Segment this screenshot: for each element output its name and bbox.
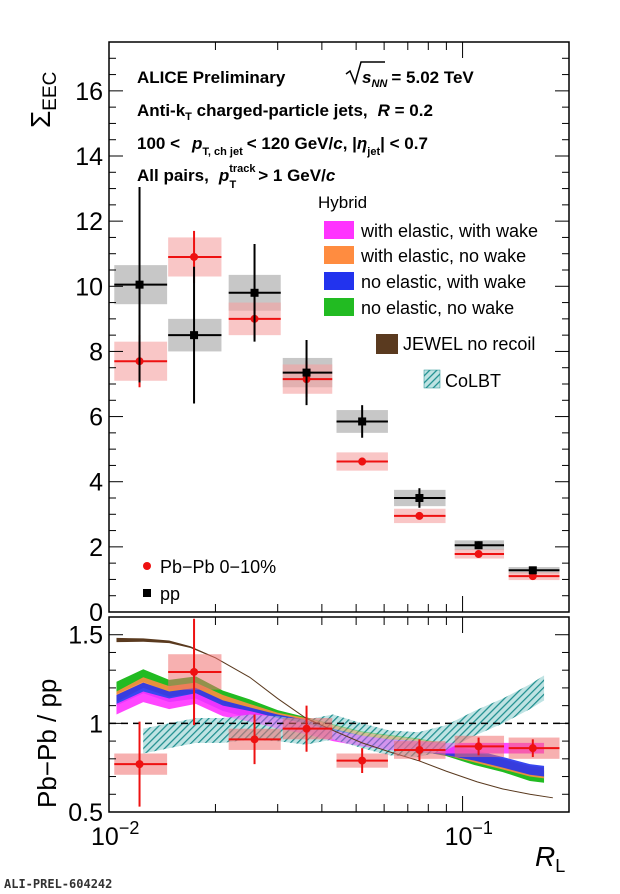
top-y-tick-label: 0 [89, 599, 103, 627]
legend-swatch-colbt [423, 369, 441, 389]
bottom-data-layer [109, 618, 569, 807]
annotation-block: ALICE Preliminary sNN = 5.02 TeV Anti-kT … [137, 61, 474, 191]
track-cut: All pairs, ptrack T > 1 GeV/c [137, 163, 336, 191]
legend-label-with-elastic-no-wake: with elastic, no wake [360, 246, 526, 266]
legend-swatch-magenta [324, 221, 354, 239]
bottom-y-tick-label: 1.5 [68, 622, 103, 650]
legend-label-pbpb: Pb−Pb 0−10% [160, 557, 276, 577]
pp-point [358, 417, 367, 426]
ratio-point [415, 745, 424, 754]
pbpb-point [190, 252, 199, 261]
top-y-tick-label: 2 [89, 534, 103, 562]
pp-point [250, 288, 259, 297]
pp-point [302, 368, 311, 377]
bottom-panel: 0.5 1 1.5 10−2 10−1 Pb−Pb / pp RL [32, 616, 570, 876]
pp-point [528, 566, 537, 575]
bottom-y-tick-label: 1 [89, 710, 103, 738]
pp-point [190, 331, 199, 340]
bottom-y-axis-label: Pb−Pb / pp [32, 679, 62, 808]
top-y-tick-label: 14 [75, 143, 103, 171]
top-y-tick-label: 16 [75, 78, 103, 106]
top-data-layer [114, 186, 560, 581]
bottom-y-tick-label: 0.5 [68, 799, 103, 827]
legend-label-colbt: CoLBT [445, 371, 501, 391]
legend-hybrid-title: Hybrid [318, 193, 367, 212]
legend-swatch-jewel [376, 334, 398, 354]
legend-swatch-orange [324, 246, 354, 264]
ratio-point [250, 735, 259, 744]
jewel-line [116, 639, 553, 799]
footer-id: ALI-PREL-604242 [4, 877, 112, 891]
sqrt-snn: sNN = 5.02 TeV [345, 61, 474, 90]
pbpb-point [415, 511, 424, 520]
top-frame [108, 41, 570, 613]
top-y-tick-label: 6 [89, 404, 103, 432]
pp-point [474, 541, 483, 550]
legend-label-with-elastic-with-wake: with elastic, with wake [360, 221, 538, 241]
bottom-y-ticks: 0.5 1 1.5 [68, 616, 569, 827]
hybrid-magenta-band [116, 691, 545, 754]
legend-label-pp: pp [160, 584, 180, 604]
ratio-point [190, 667, 199, 676]
legend-marker-pbpb [143, 562, 151, 570]
legend-swatch-green [324, 298, 354, 316]
legend-label-jewel: JEWEL no recoil [403, 334, 535, 354]
pbpb-point [358, 457, 367, 466]
top-x-ticks [108, 42, 570, 612]
x-tick-label: 10−2 [91, 818, 139, 851]
alice-preliminary: ALICE Preliminary [137, 68, 286, 87]
bottom-frame [108, 616, 570, 813]
pbpb-point [474, 550, 483, 559]
top-y-ticks: 0 2 4 6 8 10 12 14 16 [75, 57, 569, 627]
top-panel: 0 2 4 6 8 10 12 14 16 ΣEEC ALICE Preliminary sNN… [25, 41, 570, 627]
pp-point [415, 494, 424, 502]
pp-point [135, 280, 144, 289]
legend: Hybrid with elastic, with wake with elas… [143, 193, 538, 604]
x-axis-label: RL [535, 841, 565, 876]
legend-label-no-elastic-with-wake: no elastic, with wake [361, 272, 526, 292]
ratio-point [135, 760, 144, 769]
top-y-axis-label: ΣEEC [25, 72, 61, 128]
top-y-tick-label: 4 [89, 469, 103, 497]
ratio-point [358, 756, 367, 765]
legend-swatch-blue [324, 272, 354, 290]
top-y-tick-label: 8 [89, 338, 103, 366]
pt-range: 100 < pT, ch jet < 120 GeV/c, |ηjet| < 0.7 [137, 134, 428, 158]
jet-definition: Anti-kT charged-particle jets, R = 0.2 [137, 101, 433, 123]
svg-text:sNN= 5.02 TeV: sNN = 5.02 TeV [362, 68, 474, 90]
ratio-point [474, 742, 483, 751]
bottom-x-ticks: 10−2 10−1 [91, 617, 570, 851]
legend-label-no-elastic-no-wake: no elastic, no wake [361, 298, 514, 318]
ratio-point [302, 724, 311, 733]
ratio-point [528, 744, 537, 753]
legend-marker-pp [143, 589, 151, 597]
top-y-tick-label: 12 [75, 208, 103, 236]
top-y-tick-label: 10 [75, 273, 103, 301]
x-tick-label: 10−1 [445, 818, 493, 851]
